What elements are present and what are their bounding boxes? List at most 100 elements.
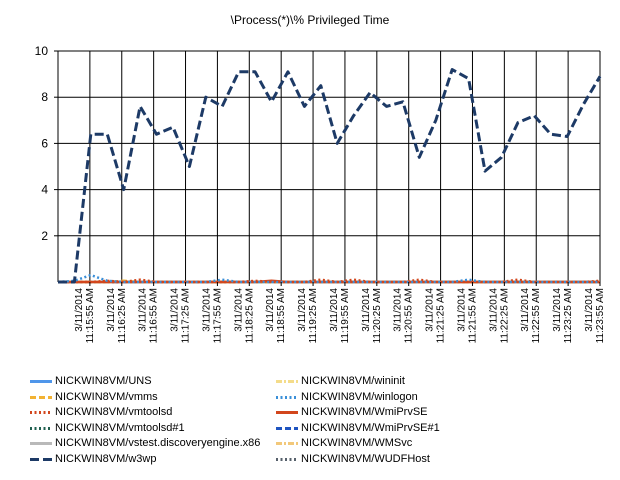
legend-swatch [30, 411, 52, 414]
legend-item: NICKWIN8VM/winlogon [276, 390, 516, 406]
y-tick-label: 2 [41, 229, 48, 243]
y-tick-labels: 2 4 6 8 10 [35, 44, 58, 243]
x-tick-label-line: 3/11/2014 [329, 288, 340, 332]
legend-label: NICKWIN8VM/vstest.discoveryengine.x86 [55, 437, 261, 449]
x-tick-label: 3/11/2014 11:20:55 AM [393, 288, 415, 344]
legend-swatch [276, 380, 298, 383]
legend-swatch [276, 395, 298, 399]
legend-label: NICKWIN8VM/w3wp [55, 452, 157, 465]
x-tick-label: 3/11/2014 11:20:25 AM [361, 288, 383, 344]
legend-item: NICKWIN8VM/WMSvc [276, 436, 516, 452]
x-tick-label-line: 3/11/2014 [488, 288, 499, 332]
legend-swatch [30, 395, 52, 399]
x-tick-label: 3/11/2014 11:19:55 AM [329, 288, 351, 344]
legend-item: NICKWIN8VM/WUDFHost [276, 452, 516, 468]
chart-title: \Process(*)\% Privileged Time [230, 13, 390, 27]
x-tick-label-line: 11:21:25 AM [436, 288, 447, 343]
legend-label: NICKWIN8VM/wininit [301, 375, 405, 387]
x-tick-label: 3/11/2014 11:17:25 AM [170, 288, 192, 344]
x-tick-label: 3/11/2014 11:19:25 AM [297, 288, 319, 344]
legend-swatch [30, 380, 52, 383]
x-tick-label-line: 3/11/2014 [106, 288, 117, 332]
x-tick-label-line: 3/11/2014 [520, 288, 531, 332]
legend-item: NICKWIN8VM/vmtoolsd [30, 405, 270, 421]
x-tick-label: 3/11/2014 11:15:55 AM [74, 288, 96, 344]
x-tick-label-line: 11:20:55 AM [404, 288, 415, 343]
x-tick-label-line: 3/11/2014 [297, 288, 308, 332]
x-tick-label: 3/11/2014 11:22:55 AM [520, 288, 542, 344]
legend-label: NICKWIN8VM/UNS [55, 375, 152, 387]
axis-layer [57, 51, 601, 283]
x-tick-label-line: 3/11/2014 [138, 288, 149, 332]
x-tick-label-line: 11:17:25 AM [181, 288, 192, 343]
legend-swatch [276, 411, 298, 414]
x-tick-label: 3/11/2014 11:23:55 AM [584, 288, 606, 344]
grid-layer [58, 50, 600, 282]
x-tick-label: 3/11/2014 11:18:25 AM [233, 288, 255, 344]
legend-right-column: NICKWIN8VM/wininit NICKWIN8VM/winlogon NIC… [276, 374, 516, 467]
series-line-vmtoolsd [58, 278, 601, 284]
legend-left-column: NICKWIN8VM/UNS NICKWIN8VM/vmms NICKWIN8VM/… [30, 374, 270, 467]
x-tick-label-line: 3/11/2014 [425, 288, 436, 332]
x-tick-label-line: 11:21:55 AM [467, 288, 478, 343]
x-tick-label: 3/11/2014 11:21:25 AM [425, 288, 447, 344]
legend-item: NICKWIN8VM/WmiPrvSE [276, 405, 516, 421]
x-tick-label-line: 11:17:55 AM [212, 288, 223, 343]
x-tick-label-line: 11:18:25 AM [244, 288, 255, 343]
legend-label: NICKWIN8VM/vmtoolsd [55, 406, 173, 418]
y-tick-label: 10 [35, 44, 49, 58]
legend-item: NICKWIN8VM/vmms [30, 390, 270, 406]
x-tick-label-line: 3/11/2014 [201, 288, 212, 332]
legend-swatch [276, 426, 298, 430]
legend-item: NICKWIN8VM/w3wp [30, 452, 270, 468]
legend-swatch [30, 426, 52, 430]
x-tick-label-line: 11:22:25 AM [499, 288, 510, 343]
legend-swatch [276, 457, 298, 461]
legend-label: NICKWIN8VM/vmms [55, 390, 158, 403]
legend-label: NICKWIN8VM/vmtoolsd#1 [55, 421, 185, 434]
legend-item: NICKWIN8VM/vmtoolsd#1 [30, 421, 270, 437]
x-tick-label-line: 3/11/2014 [170, 288, 181, 332]
x-tick-label-line: 3/11/2014 [74, 288, 85, 332]
x-tick-labels: 3/11/2014 11:15:55 AM 3/11/2014 11:16:25 AM… [74, 282, 606, 343]
x-tick-label-line: 3/11/2014 [552, 288, 563, 332]
x-tick-label: 3/11/2014 11:16:25 AM [106, 288, 128, 344]
legend-label: NICKWIN8VM/winlogon [301, 390, 418, 403]
x-tick-label: 3/11/2014 11:18:55 AM [265, 288, 287, 344]
y-tick-label: 4 [41, 183, 48, 197]
x-tick-label-line: 11:18:55 AM [276, 288, 287, 343]
x-tick-label: 3/11/2014 11:17:55 AM [201, 288, 223, 344]
x-tick-label-line: 11:19:25 AM [308, 288, 319, 343]
x-tick-label-line: 3/11/2014 [456, 288, 467, 332]
x-tick-label-line: 11:23:55 AM [595, 288, 606, 343]
x-tick-label: 3/11/2014 11:21:55 AM [456, 288, 478, 344]
legend-item: NICKWIN8VM/wininit [276, 374, 516, 390]
legend-label: NICKWIN8VM/WMSvc [301, 437, 413, 449]
legend-item: NICKWIN8VM/vstest.discoveryengine.x86 [30, 436, 270, 452]
x-tick-label-line: 11:16:25 AM [117, 288, 128, 343]
x-tick-label-line: 11:22:55 AM [531, 288, 542, 343]
x-tick-label-line: 3/11/2014 [393, 288, 404, 332]
x-tick-label-line: 11:16:55 AM [149, 288, 160, 343]
x-tick-label-line: 11:19:55 AM [340, 288, 351, 343]
x-tick-label: 3/11/2014 11:22:25 AM [488, 288, 510, 344]
legend-item: NICKWIN8VM/WmiPrvSE#1 [276, 421, 516, 437]
x-tick-label-line: 11:15:55 AM [85, 288, 96, 343]
series-line-w3wp [58, 68, 602, 284]
y-tick-label: 6 [41, 136, 48, 150]
x-tick-label-line: 11:20:25 AM [372, 288, 383, 343]
legend-label: NICKWIN8VM/WmiPrvSE#1 [301, 421, 440, 434]
series-layer [57, 68, 602, 284]
legend-item: NICKWIN8VM/UNS [30, 374, 270, 390]
x-tick-label-line: 3/11/2014 [361, 288, 372, 332]
legend-swatch [276, 442, 298, 445]
legend-swatch [30, 457, 52, 461]
legend-swatch [30, 442, 52, 445]
x-tick-label: 3/11/2014 11:23:25 AM [552, 288, 574, 344]
legend-label: NICKWIN8VM/WUDFHost [301, 452, 430, 465]
y-tick-label: 8 [41, 90, 48, 104]
x-tick-label-line: 11:23:25 AM [563, 288, 574, 343]
x-tick-label: 3/11/2014 11:16:55 AM [138, 288, 160, 344]
legend-label: NICKWIN8VM/WmiPrvSE [301, 406, 428, 418]
